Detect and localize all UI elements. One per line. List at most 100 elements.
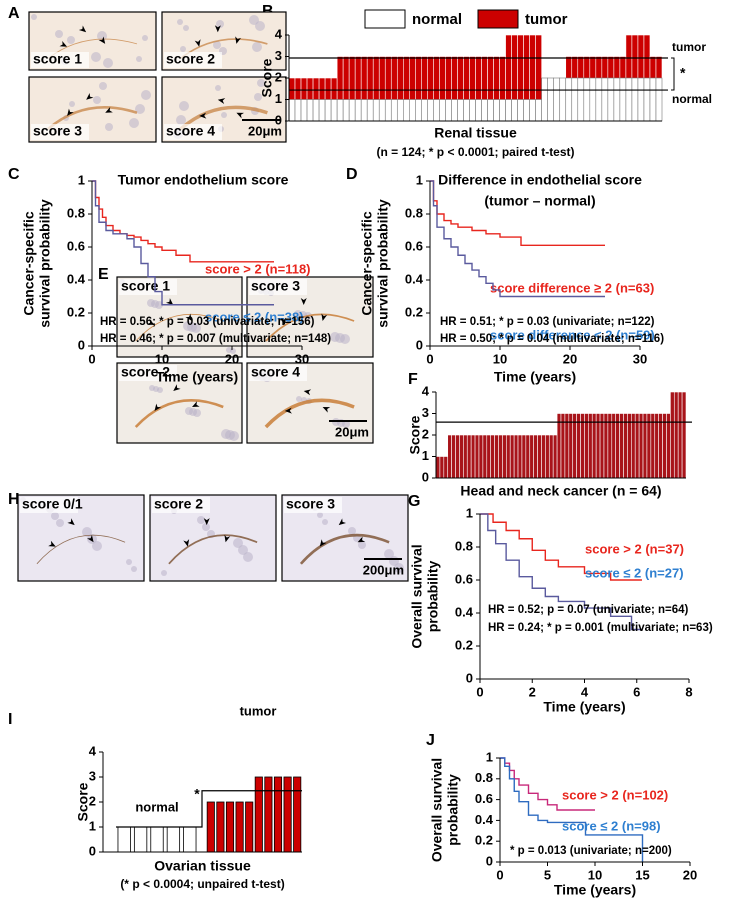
nucleus [56, 519, 64, 527]
panel-letter: I [8, 711, 12, 728]
y-tick-label: 0 [466, 670, 473, 685]
chart-title: Tumor endothelium score [118, 172, 289, 188]
bar [565, 77, 573, 122]
nucleus [294, 310, 302, 318]
bar [611, 413, 616, 479]
nucleus [135, 104, 145, 114]
nucleus [99, 82, 107, 90]
arrowhead [67, 108, 74, 117]
bar [619, 77, 627, 122]
bar [206, 801, 215, 853]
bar [342, 99, 350, 122]
bar [360, 99, 368, 122]
nucleus [69, 101, 75, 107]
x-tick-label: 4 [581, 684, 589, 699]
x-axis-label: Time (years) [554, 882, 636, 898]
y-tick-label: 3 [89, 768, 96, 783]
micrograph-label: score 3 [251, 278, 300, 294]
arrowhead [87, 534, 94, 543]
y-axis-label: Cancer-specific [21, 211, 37, 315]
y-axis-label: Score [259, 58, 275, 97]
x-axis-label: Renal tissue [434, 125, 517, 141]
y-axis-label: Cancer-specific [359, 211, 375, 315]
bar [463, 434, 468, 479]
y-tick-label: 0.8 [455, 538, 473, 553]
bar [354, 99, 362, 122]
bar [535, 99, 542, 122]
arrowhead [224, 534, 231, 543]
panel-letter: A [8, 5, 20, 22]
nucleus [142, 35, 148, 41]
arrowhead [300, 297, 307, 305]
chart-note: (n = 124; * p < 0.0001; paired t-test) [376, 145, 574, 159]
panel-letter: J [426, 732, 435, 749]
bar [548, 434, 554, 479]
bar [330, 99, 338, 122]
bar [564, 413, 570, 479]
scale-bar-label: 20μm [248, 123, 282, 138]
bar [433, 99, 440, 122]
nucleus [55, 30, 63, 38]
bar [506, 434, 511, 479]
bar [541, 434, 546, 479]
y-tick-label: 1 [416, 172, 423, 187]
y-tick-label: 0 [275, 112, 282, 127]
bar [547, 77, 555, 122]
nucleus [384, 549, 394, 559]
arrowhead [214, 25, 221, 33]
significance: * [194, 786, 200, 802]
y-tick-label: 0.2 [67, 304, 85, 319]
nucleus [358, 541, 366, 549]
x-tick-label: 6 [633, 684, 640, 699]
bar [589, 77, 597, 122]
bar [525, 434, 531, 479]
y-axis-label: Score [75, 782, 91, 821]
nucleus [330, 332, 340, 342]
nucleus [254, 93, 262, 101]
nucleus [202, 523, 210, 531]
bar [637, 77, 645, 122]
x-tick-label: 10 [588, 867, 602, 882]
nucleus [129, 118, 139, 128]
label-bg [164, 52, 222, 68]
bar [588, 413, 593, 479]
y-tick-label: 1 [275, 91, 282, 106]
bar [409, 99, 416, 122]
nucleus [179, 101, 189, 111]
bar [294, 99, 302, 122]
bar [469, 99, 476, 122]
x-tick-label: 10 [493, 351, 507, 366]
bar [677, 391, 683, 479]
bar [443, 456, 449, 479]
bar [553, 77, 561, 122]
bar [312, 99, 320, 122]
bar [607, 77, 615, 122]
bar [459, 434, 464, 479]
bar [421, 99, 428, 122]
mean-line [116, 790, 302, 828]
arrowhead [192, 401, 200, 407]
bar [649, 77, 657, 122]
bar [595, 77, 603, 122]
bar [511, 99, 518, 122]
bar [254, 776, 263, 853]
survival-curve [92, 180, 274, 306]
panel-letter: H [8, 491, 20, 508]
bar [568, 413, 574, 479]
bar [607, 413, 613, 479]
y-axis-label: probability [445, 774, 461, 846]
bar [482, 434, 488, 479]
bar [673, 391, 679, 479]
nucleus [221, 112, 227, 118]
label-bg [164, 124, 222, 140]
bar [478, 434, 484, 479]
x-tick-label: 0 [476, 684, 483, 699]
nucleus [213, 41, 221, 49]
nucleus [131, 566, 137, 572]
y-tick-label: 0.2 [475, 833, 493, 848]
y-tick-label: 0.6 [475, 791, 493, 806]
stained-vessel [179, 105, 268, 131]
x-tick-label: 20 [563, 351, 577, 366]
bar [372, 99, 380, 122]
